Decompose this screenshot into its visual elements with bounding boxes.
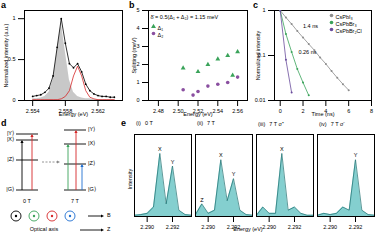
svg-text:2.292: 2.292 [288,224,302,230]
svg-text:2.54: 2.54 [212,108,223,114]
html-text:(iii): (iii) [258,121,266,127]
svg-text:2.290: 2.290 [262,224,276,230]
svg-text:2: 2 [136,61,140,68]
svg-text:Normalized intensity: Normalized intensity [255,30,261,80]
svg-text:1: 1 [262,7,265,13]
svg-text:1: 1 [136,79,139,85]
svg-text:|X⟩: |X⟩ [88,140,95,146]
svg-text:|Y⟩: |Y⟩ [6,130,14,137]
svg-text:Δ₂: Δ₂ [158,32,164,38]
svg-text:Z: Z [107,226,111,232]
svg-text:X: X [158,146,162,152]
svg-text:Δ₁: Δ₁ [158,25,164,31]
svg-text:|G⟩: |G⟩ [6,186,14,192]
svg-text:0: 0 [279,108,282,114]
html-text:7 T: 7 T [207,120,215,126]
svg-text:Time (ns): Time (ns) [311,111,334,117]
html-text:b: b [129,0,135,10]
svg-text:2.50: 2.50 [173,108,184,114]
svg-text:δ̄ = 0.5(Δ₁ + Δ₂) = 1.15 meV: δ̄ = 0.5(Δ₁ + Δ₂) = 1.15 meV [150,14,218,20]
svg-text:7 T: 7 T [71,198,79,204]
html-text:7 T σ⁻: 7 T σ⁻ [330,121,346,127]
svg-text:Optical axis: Optical axis [30,226,59,232]
svg-text:Energy (eV): Energy (eV) [59,111,89,117]
svg-text:CsPbBr₃: CsPbBr₃ [336,21,357,27]
svg-text:|X⟩: |X⟩ [7,136,14,142]
svg-text:2.48: 2.48 [153,108,164,114]
svg-text:8: 8 [370,108,373,114]
svg-text:0.1: 0.1 [257,52,266,59]
html-text:c: c [253,0,258,10]
svg-text:|Z⟩: |Z⟩ [7,156,14,162]
svg-text:2.554: 2.554 [26,108,40,114]
html-text:7 T σ⁺: 7 T σ⁺ [269,121,284,127]
svg-text:2.56: 2.56 [232,108,243,114]
svg-text:B: B [107,212,111,218]
svg-text:1.4 ns: 1.4 ns [303,23,318,29]
svg-text:0: 0 [12,97,15,103]
html-text:0 T: 0 T [144,120,153,126]
svg-text:0.5: 0.5 [7,56,16,63]
svg-text:2.562: 2.562 [91,108,105,114]
svg-text:Y: Y [232,171,236,177]
svg-text:0 T: 0 T [23,198,31,204]
svg-text:5: 5 [136,7,139,13]
svg-text:0: 0 [136,97,139,103]
svg-text:2.290: 2.290 [140,224,154,230]
svg-text:CsPbI₃: CsPbI₃ [336,14,353,20]
svg-text:|Z⟩: |Z⟩ [88,160,95,166]
svg-text:3: 3 [136,43,140,50]
svg-text:Energy (eV): Energy (eV) [183,111,213,117]
html-text:(i): (i) [136,120,141,126]
svg-text:1: 1 [12,15,15,21]
svg-text:0.01: 0.01 [255,97,266,103]
svg-text:2: 2 [301,108,304,114]
html-text:Intensity: Intensity [127,168,133,190]
html-text:(iv): (iv) [319,121,327,127]
html-text:e: e [121,118,126,128]
svg-text:Normalized intensity (a.u.): Normalized intensity (a.u.) [3,23,9,87]
svg-text:X: X [219,152,223,158]
svg-text:0.26 ns: 0.26 ns [298,49,316,55]
svg-text:Z: Z [200,197,204,203]
svg-text:Y: Y [171,159,175,165]
svg-text:X: X [280,146,284,152]
svg-text:2.290: 2.290 [201,224,215,230]
html-text:Energy (eV): Energy (eV) [233,226,263,232]
svg-text:6: 6 [347,108,350,114]
html-text:(ii): (ii) [197,120,204,126]
html-text:a: a [1,0,6,10]
html-text:d: d [1,118,7,128]
svg-text:4: 4 [136,25,139,31]
svg-text:2.292: 2.292 [166,224,180,230]
svg-text:|Y⟩: |Y⟩ [88,126,95,132]
svg-text:2.292: 2.292 [349,224,363,230]
svg-text:2.290: 2.290 [323,224,337,230]
svg-text:CsPbBr₂Cl: CsPbBr₂Cl [336,28,362,34]
svg-text:Y: Y [354,152,358,158]
svg-text:|G⟩: |G⟩ [88,186,96,192]
svg-text:Splitting (meV): Splitting (meV) [131,37,137,73]
